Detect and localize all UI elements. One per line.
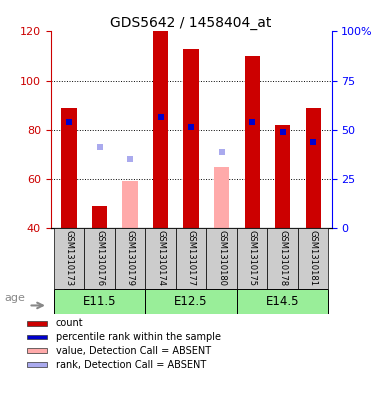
Bar [153,31,168,228]
Bar [27,362,47,367]
Bar [27,335,47,339]
Bar [145,289,237,314]
Bar [245,56,260,228]
Text: GSM1310179: GSM1310179 [126,230,135,286]
Bar [305,108,321,228]
Text: count: count [56,318,83,328]
Bar [183,49,199,228]
Text: GSM1310178: GSM1310178 [278,230,287,286]
Bar [92,206,107,228]
Text: GSM1310174: GSM1310174 [156,230,165,286]
Bar [84,228,115,289]
Bar [268,228,298,289]
Bar [275,125,290,228]
Text: GSM1310175: GSM1310175 [248,230,257,286]
Bar [27,349,47,353]
Text: GSM1310180: GSM1310180 [217,230,226,286]
Bar [176,228,206,289]
Text: E12.5: E12.5 [174,295,208,308]
Text: GSM1310173: GSM1310173 [64,230,73,286]
Bar [237,289,328,314]
Bar [61,108,77,228]
Bar [298,228,328,289]
Bar [214,167,229,228]
Bar [54,289,145,314]
Bar [237,228,268,289]
Bar [27,321,47,325]
Text: E11.5: E11.5 [83,295,116,308]
Text: percentile rank within the sample: percentile rank within the sample [56,332,221,342]
Bar [206,228,237,289]
Text: E14.5: E14.5 [266,295,300,308]
Bar [115,228,145,289]
Bar [54,228,84,289]
Text: GSM1310177: GSM1310177 [186,230,196,286]
Text: age: age [4,293,25,303]
Text: GSM1310181: GSM1310181 [309,230,318,286]
Bar [122,181,138,228]
Text: GSM1310176: GSM1310176 [95,230,104,286]
Bar [145,228,176,289]
Title: GDS5642 / 1458404_at: GDS5642 / 1458404_at [110,17,272,30]
Text: rank, Detection Call = ABSENT: rank, Detection Call = ABSENT [56,360,206,369]
Text: value, Detection Call = ABSENT: value, Detection Call = ABSENT [56,346,211,356]
